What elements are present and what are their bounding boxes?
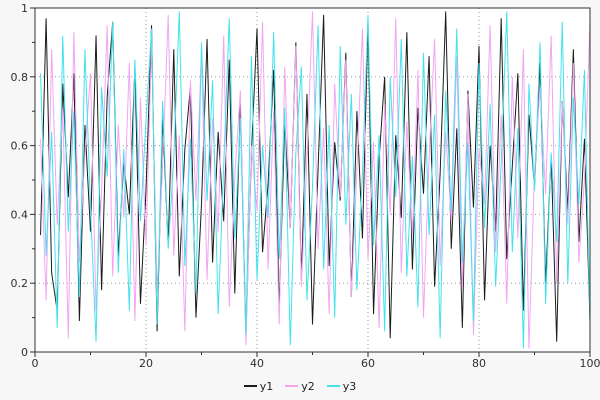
legend-item-y2: y2 xyxy=(285,381,315,392)
legend-item-y3: y3 xyxy=(326,379,357,393)
series-line-y1 xyxy=(40,11,591,342)
chart-legend: y1 y2 y3 xyxy=(0,372,600,400)
svg-text:20: 20 xyxy=(139,357,153,370)
svg-text:100: 100 xyxy=(580,357,600,370)
svg-text:0.6: 0.6 xyxy=(11,140,29,153)
svg-text:1: 1 xyxy=(21,2,28,15)
svg-text:0.8: 0.8 xyxy=(11,71,29,84)
legend-label-y2: y2 xyxy=(301,379,315,393)
legend-line-sample-y1 xyxy=(243,385,257,387)
legend-line-sample-y2 xyxy=(285,385,299,387)
svg-text:0.4: 0.4 xyxy=(11,208,29,221)
svg-text:0: 0 xyxy=(32,357,39,370)
legend-label-y1: y1 xyxy=(259,379,274,393)
svg-text:0: 0 xyxy=(21,346,28,359)
svg-text:80: 80 xyxy=(472,357,486,370)
svg-text:40: 40 xyxy=(250,357,264,370)
legend-item-y1: y1 xyxy=(243,379,274,393)
legend-line-sample-y3 xyxy=(326,385,340,387)
tick-labels: 0 20 40 60 80 100 0 0.2 0.4 0.6 0.8 1 xyxy=(11,2,600,370)
legend-label-y3: y3 xyxy=(342,379,357,393)
svg-text:0.2: 0.2 xyxy=(11,277,29,290)
series-line-y3 xyxy=(40,11,591,349)
plot-area: 0 20 40 60 80 100 0 0.2 0.4 0.6 0.8 1 xyxy=(11,2,600,370)
svg-text:60: 60 xyxy=(361,357,375,370)
plot-border xyxy=(34,7,591,353)
